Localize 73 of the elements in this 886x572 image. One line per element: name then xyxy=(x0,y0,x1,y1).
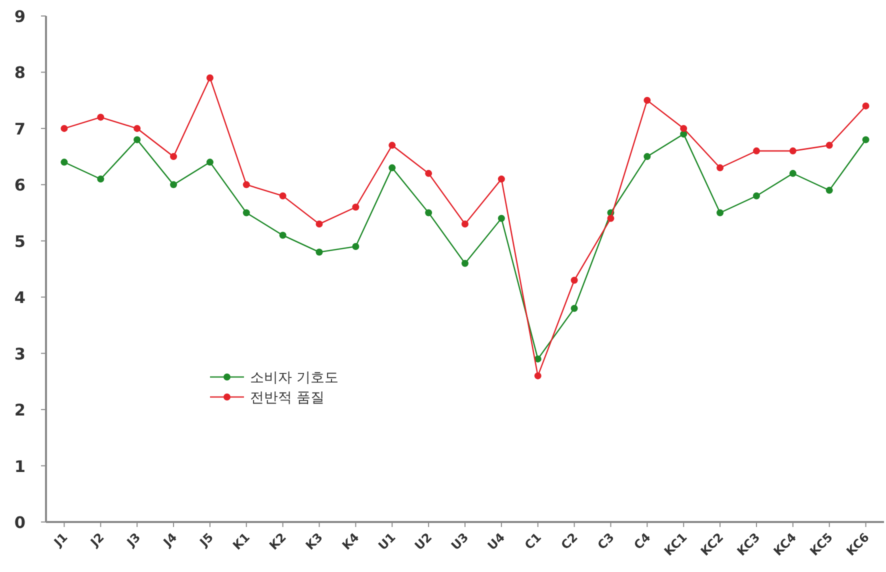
x-tick-label: C1 xyxy=(522,530,544,552)
point xyxy=(206,158,214,166)
y-tick-label: 9 xyxy=(14,7,26,26)
x-tick-label: K1 xyxy=(230,530,253,553)
x-tick-label: J5 xyxy=(196,530,216,550)
y-tick-label: 8 xyxy=(14,63,26,82)
point xyxy=(607,214,614,222)
point xyxy=(534,355,542,362)
point xyxy=(352,204,360,211)
x-tick-label: K4 xyxy=(339,530,362,553)
point xyxy=(716,209,724,216)
point xyxy=(862,136,870,144)
point xyxy=(462,260,468,267)
point xyxy=(826,186,833,194)
point xyxy=(97,114,104,121)
point xyxy=(170,181,178,188)
point xyxy=(680,124,688,132)
point xyxy=(97,176,104,183)
point xyxy=(534,372,542,380)
point xyxy=(279,232,286,239)
point xyxy=(242,181,250,188)
legend-label: 전반적 품질 xyxy=(250,390,324,406)
point xyxy=(752,192,760,200)
legend-label: 소비자 기호도 xyxy=(250,370,338,386)
point xyxy=(862,102,870,110)
x-tick-label: C3 xyxy=(594,530,617,552)
y-tick-label: 5 xyxy=(14,232,26,251)
x-tick-label: J1 xyxy=(50,530,70,550)
point xyxy=(644,153,651,160)
point xyxy=(498,214,505,222)
point xyxy=(462,220,468,228)
point xyxy=(134,136,141,144)
x-tick-label: K2 xyxy=(266,530,289,553)
x-tick-label: J4 xyxy=(160,530,180,550)
x-tick-label: C4 xyxy=(631,530,654,552)
point xyxy=(425,170,432,177)
point xyxy=(789,170,796,177)
y-tick-label: 4 xyxy=(14,288,26,308)
point xyxy=(388,164,396,172)
point xyxy=(789,147,796,154)
point xyxy=(388,142,396,149)
point xyxy=(170,153,178,160)
y-tick-label: 2 xyxy=(14,400,26,420)
y-tick-label: 6 xyxy=(14,176,26,195)
x-tick-label: J3 xyxy=(124,530,144,550)
point xyxy=(279,192,286,200)
x-tick-label: U3 xyxy=(448,530,472,553)
x-tick-label: U1 xyxy=(376,530,398,553)
point xyxy=(60,158,68,166)
point xyxy=(425,209,432,216)
point xyxy=(716,164,724,172)
y-tick-label: 0 xyxy=(14,513,26,532)
point xyxy=(316,220,323,228)
y-tick-label: 1 xyxy=(14,456,26,476)
point xyxy=(498,176,505,183)
x-tick-label: J2 xyxy=(87,530,107,550)
point xyxy=(352,243,360,250)
point xyxy=(570,276,578,284)
point xyxy=(316,248,323,256)
x-tick-label: U2 xyxy=(412,530,435,553)
y-tick-label: 3 xyxy=(14,344,26,364)
point xyxy=(206,74,214,82)
point xyxy=(826,142,833,149)
point xyxy=(242,209,250,216)
x-tick-label: C2 xyxy=(558,530,580,552)
x-tick-label: K3 xyxy=(303,530,326,553)
point xyxy=(60,124,68,132)
x-tick-label: U4 xyxy=(484,530,508,553)
y-tick-label: 7 xyxy=(14,119,26,138)
point xyxy=(134,124,141,132)
point xyxy=(644,96,651,104)
point xyxy=(570,304,578,312)
point xyxy=(752,147,760,154)
